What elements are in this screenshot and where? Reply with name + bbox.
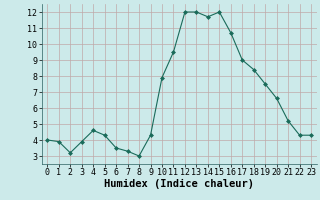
- X-axis label: Humidex (Indice chaleur): Humidex (Indice chaleur): [104, 179, 254, 189]
